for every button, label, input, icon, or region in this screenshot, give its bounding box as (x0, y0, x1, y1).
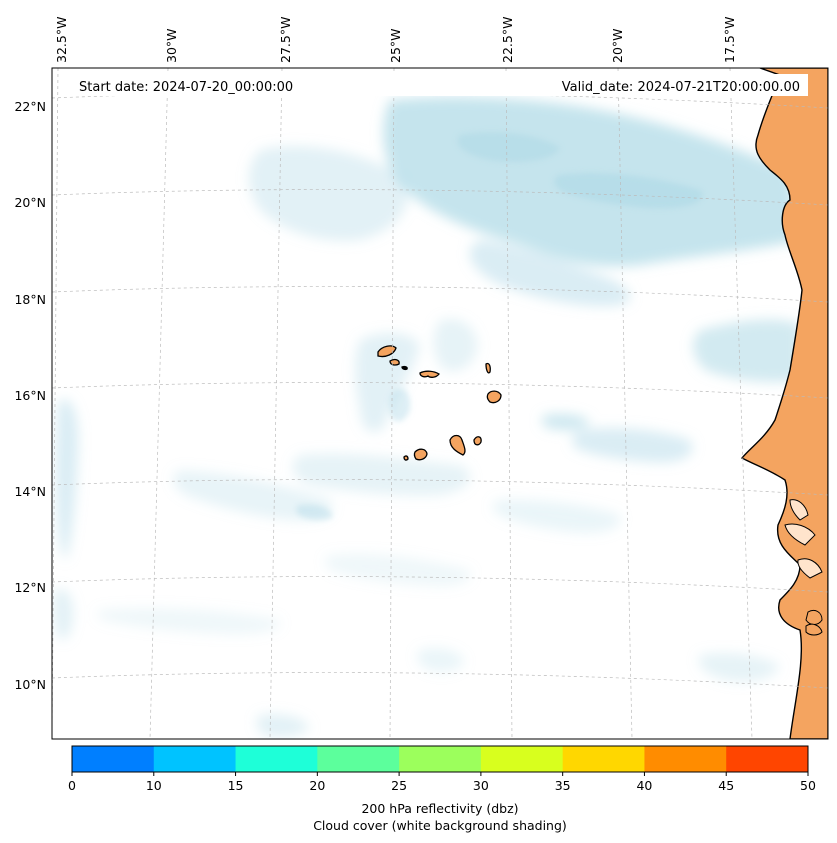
lon-label: 17.5°W (722, 17, 737, 63)
colorbar-swatch (235, 746, 318, 772)
lat-label: 18°N (14, 292, 46, 307)
land-cabo-verde-islands (377, 345, 502, 461)
lat-label: 16°N (14, 388, 46, 403)
colorbar-tick-label: 35 (555, 778, 571, 793)
lon-label: 32.5°W (54, 17, 69, 63)
colorbar-swatch (562, 746, 645, 772)
lon-label: 20°W (610, 28, 625, 63)
latitude-labels: 22°N 20°N 18°N 16°N 14°N 12°N 10°N (14, 99, 46, 692)
colorbar-swatch (399, 746, 482, 772)
lon-label: 25°W (388, 28, 403, 63)
colorbar-label-cloud-cover: Cloud cover (white background shading) (313, 818, 567, 833)
valid-date-label: Valid_date: 2024-07-21T20:00:00.00 (562, 80, 800, 95)
colorbar-tick-label: 30 (473, 778, 489, 793)
colorbar-swatch (317, 746, 400, 772)
colorbar-swatch (153, 746, 237, 772)
colorbar-swatch (644, 746, 727, 772)
lat-label: 14°N (14, 484, 46, 499)
longitude-labels: 32.5°W 30°W 27.5°W 25°W 22.5°W 20°W 17.5… (54, 17, 737, 63)
lat-label: 10°N (14, 677, 46, 692)
colorbar-label-reflectivity: 200 hPa reflectivity (dbz) (361, 801, 518, 816)
colorbar-tick-label: 25 (391, 778, 407, 793)
lon-label: 22.5°W (500, 17, 515, 63)
lon-label: 30°W (164, 28, 179, 63)
colorbar-frame (71, 745, 809, 773)
lat-label: 22°N (14, 99, 46, 114)
land-africa (740, 68, 828, 739)
colorbar-tick-label: 15 (228, 778, 244, 793)
date-banner (60, 74, 808, 96)
colorbar-swatch (480, 746, 564, 772)
colorbar-tick-label: 10 (146, 778, 162, 793)
colorbar-tick-label: 40 (636, 778, 652, 793)
colorbar-tick-label: 20 (309, 778, 325, 793)
colorbar-tick-label: 0 (68, 778, 76, 793)
map-frame (51, 67, 829, 740)
colorbar-swatch (72, 746, 155, 772)
start-date-label: Start date: 2024-07-20_00:00:00 (79, 80, 293, 95)
lat-label: 12°N (14, 580, 46, 595)
colorbar-tick-label: 50 (800, 778, 816, 793)
lon-label: 27.5°W (278, 17, 293, 63)
colorbar: 0 10 15 20 25 30 35 40 45 50 200 hPa reflectivity… (68, 745, 816, 833)
colorbar-tick-label: 45 (718, 778, 734, 793)
cloud-cover-shading (53, 97, 800, 738)
map-plot-area: Start date: 2024-07-20_00:00:00 Valid_da… (52, 68, 828, 739)
colorbar-swatch (726, 746, 809, 772)
lat-label: 20°N (14, 195, 46, 210)
